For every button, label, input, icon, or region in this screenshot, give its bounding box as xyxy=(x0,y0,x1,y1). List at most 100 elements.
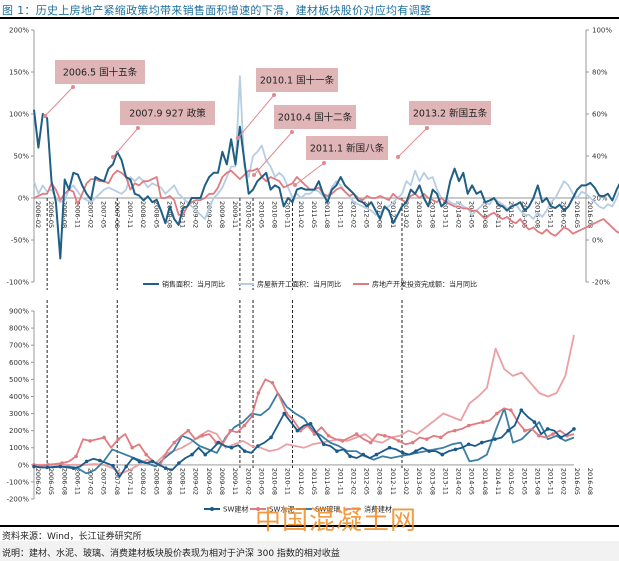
annotation-leader xyxy=(112,127,139,158)
x-tick-label: 2006-08 xyxy=(60,201,68,228)
series-marker xyxy=(545,427,550,431)
series-marker xyxy=(58,464,63,469)
x-tick-label: 2007-11 xyxy=(126,468,134,495)
y2-tick-label: -20% xyxy=(592,279,610,287)
series-marker xyxy=(368,440,373,445)
series-marker xyxy=(242,423,247,428)
series-marker xyxy=(228,428,233,433)
annotation-point xyxy=(71,85,75,89)
series-marker xyxy=(551,432,555,436)
annotation-label: 2010.1 国十一条 xyxy=(260,75,335,87)
annotation-leader xyxy=(237,94,275,139)
x-tick-label: 2008-08 xyxy=(165,468,173,495)
annotation-point xyxy=(293,183,297,187)
legend-label: SW建材 xyxy=(223,505,248,514)
x-tick-label: 2009-05 xyxy=(205,468,213,495)
x-tick-label: 2006-08 xyxy=(60,468,68,495)
series-marker xyxy=(506,428,510,433)
series-marker xyxy=(88,439,92,443)
series-marker xyxy=(400,451,405,455)
annotation-point xyxy=(136,126,140,130)
series-marker xyxy=(282,411,287,416)
annotation-point xyxy=(43,114,47,118)
series-marker xyxy=(361,452,366,457)
x-tick-label: 2007-05 xyxy=(100,468,108,495)
annotation-leader xyxy=(294,162,325,186)
series-marker xyxy=(111,463,115,468)
series-marker xyxy=(269,435,273,440)
x-tick-label: 2011-08 xyxy=(323,468,331,495)
x-tick-label: 2010-11 xyxy=(284,201,292,228)
y-tick-label: 300% xyxy=(9,410,29,418)
series-marker xyxy=(424,437,429,441)
x-tick-label: 2011-02 xyxy=(297,201,305,228)
x-tick-label: 2016-08 xyxy=(586,468,594,495)
series-marker xyxy=(98,458,102,463)
x-tick-label: 2006-05 xyxy=(47,468,55,495)
series-marker xyxy=(382,433,387,438)
x-tick-label: 2015-02 xyxy=(507,201,515,228)
y-tick-label: 0% xyxy=(18,195,29,203)
x-tick-label: 2008-02 xyxy=(139,201,147,228)
series-marker xyxy=(572,427,576,431)
series-marker xyxy=(532,420,537,424)
annotation-point xyxy=(236,136,240,140)
series-marker xyxy=(427,449,431,453)
series-marker xyxy=(326,433,331,438)
series-line-sw_building xyxy=(33,409,575,478)
y-tick-label: 100% xyxy=(9,444,29,452)
x-tick-label: 2010-08 xyxy=(271,201,279,228)
series-marker xyxy=(387,445,392,450)
series-marker xyxy=(493,437,497,441)
series-marker xyxy=(74,454,78,459)
y-tick-label: 50% xyxy=(13,153,29,161)
annotation-point xyxy=(111,155,115,159)
series-marker xyxy=(374,452,379,457)
y-tick-label: 200% xyxy=(9,427,29,435)
x-tick-label: 2006-02 xyxy=(34,468,42,495)
x-tick-label: 2016-08 xyxy=(586,201,594,228)
x-tick-label: 2016-05 xyxy=(573,201,581,228)
series-marker xyxy=(203,452,208,457)
x-tick-label: 2010-08 xyxy=(271,468,279,495)
x-tick-label: 2008-11 xyxy=(179,468,187,495)
footer-divider xyxy=(0,525,619,527)
series-marker xyxy=(186,428,191,433)
series-marker xyxy=(256,444,260,448)
series-line-sw_glass xyxy=(33,392,575,475)
legend-marker xyxy=(256,507,260,511)
note-text: 说明：建材、水泥、玻璃、消费建材板块股价表现为相对于沪深 300 指数的相对收益 xyxy=(2,549,340,559)
x-tick-label: 2006-11 xyxy=(73,468,81,495)
x-tick-label: 2014-08 xyxy=(481,201,489,228)
x-tick-label: 2014-08 xyxy=(481,468,489,495)
x-tick-label: 2015-11 xyxy=(547,201,555,228)
series-marker xyxy=(467,423,471,428)
annotation-leader xyxy=(44,86,74,117)
x-tick-label: 2014-02 xyxy=(455,468,463,495)
annotation-box xyxy=(306,136,388,160)
x-tick-label: 2008-08 xyxy=(165,201,173,228)
series-marker xyxy=(177,461,181,465)
x-tick-label: 2013-08 xyxy=(428,468,436,495)
y2-tick-label: 40% xyxy=(592,153,608,161)
x-tick-label: 2014-05 xyxy=(468,468,476,495)
annotation-box xyxy=(120,101,215,125)
figure-title: 图 1：历史上房地产紧缩政策均带来销售面积增速的下滑，建材板块股价对应均有调整 xyxy=(2,4,432,17)
x-tick-label: 2015-02 xyxy=(507,468,515,495)
series-marker xyxy=(480,440,484,445)
series-marker xyxy=(190,452,194,457)
x-tick-label: 2011-08 xyxy=(323,201,331,228)
series-marker xyxy=(410,440,415,445)
series-line-invest xyxy=(33,167,619,237)
annotation-point xyxy=(396,155,400,159)
series-marker xyxy=(32,464,36,469)
y2-tick-label: 60% xyxy=(592,111,608,119)
annotation-leader xyxy=(397,127,428,158)
y-tick-label: 100% xyxy=(9,111,29,119)
series-marker xyxy=(440,452,445,457)
x-tick-label: 2014-11 xyxy=(494,201,502,228)
x-tick-label: 2010-05 xyxy=(257,468,265,495)
series-marker xyxy=(71,466,76,471)
x-tick-label: 2008-05 xyxy=(152,201,160,228)
x-tick-label: 2015-08 xyxy=(533,468,541,495)
